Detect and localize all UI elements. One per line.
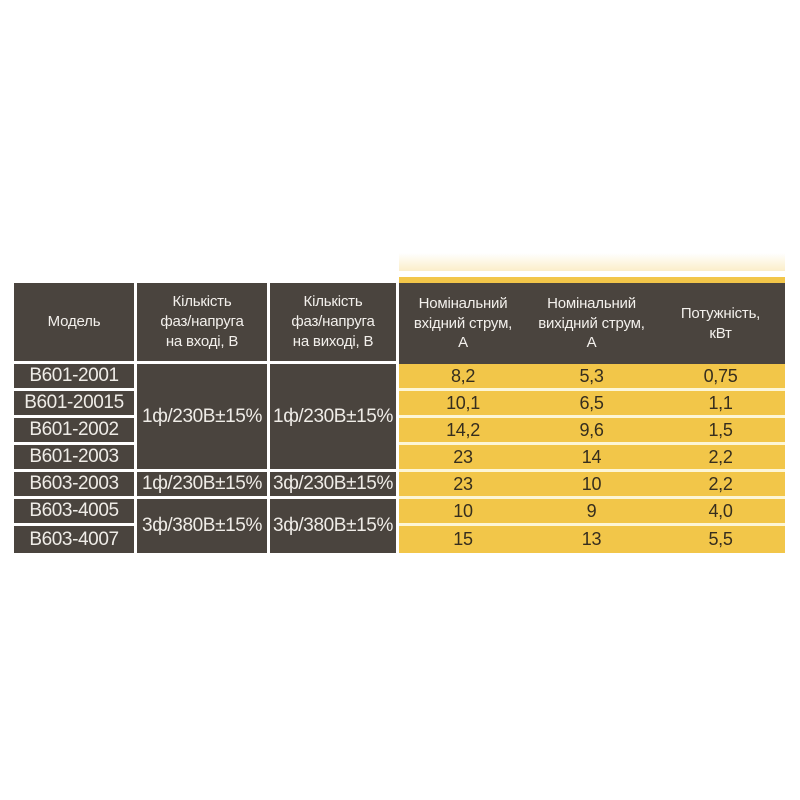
output-current-cell: 5,3 bbox=[527, 364, 656, 391]
output-current-cell: 9,6 bbox=[527, 418, 656, 445]
input-current-cell: 8,2 bbox=[399, 364, 527, 391]
col-header-input-current: Номінальний вхідний струм, А bbox=[399, 283, 527, 364]
phase-output-cell-group1: 1ф/230В±15% bbox=[270, 364, 399, 472]
table-row: B603-4005 3ф/380В±15% 3ф/380В±15% 10 9 4… bbox=[14, 499, 785, 553]
table-row: B601-2003 23 14 2,2 bbox=[14, 445, 785, 472]
power-cell: 4,0 bbox=[656, 499, 785, 526]
output-current-cell: 13 bbox=[527, 526, 656, 553]
model-cell: B603-2003 bbox=[14, 472, 137, 499]
table-row: B603-4007 15 13 5,5 bbox=[14, 526, 785, 553]
col-header-power: Потужність, кВт bbox=[656, 283, 785, 364]
phase-input-cell-group1: 1ф/230В±15% bbox=[137, 364, 270, 472]
phase-input-cell-group3: 3ф/380В±15% bbox=[137, 499, 270, 553]
phase-output-cell-row5: 3ф/230В±15% bbox=[270, 472, 399, 499]
input-current-cell: 10,1 bbox=[399, 391, 527, 418]
yellow-glow-decoration bbox=[399, 253, 785, 271]
output-current-cell: 9 bbox=[527, 499, 656, 526]
power-cell: 0,75 bbox=[656, 364, 785, 391]
model-cell: B601-2003 bbox=[14, 445, 137, 472]
input-current-cell: 23 bbox=[399, 445, 527, 472]
phase-output-cell-group3: 3ф/380В±15% bbox=[270, 499, 399, 553]
header-row: Модель Кількість фаз/напруга на вході, В… bbox=[14, 283, 785, 364]
col-header-phases-input: Кількість фаз/напруга на вході, В bbox=[137, 283, 270, 364]
model-cell: B601-2002 bbox=[14, 418, 137, 445]
model-cell: B601-2001 bbox=[14, 364, 137, 391]
model-cell: B601-20015 bbox=[14, 391, 137, 418]
input-current-cell: 15 bbox=[399, 526, 527, 553]
output-current-cell: 6,5 bbox=[527, 391, 656, 418]
input-current-cell: 23 bbox=[399, 472, 527, 499]
table-row: B601-2001 1ф/230В±15% 1ф/230В±15% 8,2 5,… bbox=[14, 364, 785, 472]
phase-input-cell-row5: 1ф/230В±15% bbox=[137, 472, 270, 499]
table-row: B601-2002 14,2 9,6 1,5 bbox=[14, 418, 785, 445]
power-cell: 2,2 bbox=[656, 472, 785, 499]
input-current-cell: 10 bbox=[399, 499, 527, 526]
col-header-model: Модель bbox=[14, 283, 137, 364]
power-cell: 1,1 bbox=[656, 391, 785, 418]
model-cell: B603-4005 bbox=[14, 499, 137, 526]
model-cell: B603-4007 bbox=[14, 526, 137, 553]
power-cell: 2,2 bbox=[656, 445, 785, 472]
power-cell: 5,5 bbox=[656, 526, 785, 553]
col-header-phases-output: Кількість фаз/напруга на виході, В bbox=[270, 283, 399, 364]
output-current-cell: 14 bbox=[527, 445, 656, 472]
spec-table-region: Модель Кількість фаз/напруга на вході, В… bbox=[14, 253, 785, 553]
input-current-cell: 14,2 bbox=[399, 418, 527, 445]
power-cell: 1,5 bbox=[656, 418, 785, 445]
output-current-cell: 10 bbox=[527, 472, 656, 499]
table-row: B601-20015 10,1 6,5 1,1 bbox=[14, 391, 785, 418]
spec-table: Модель Кількість фаз/напруга на вході, В… bbox=[14, 283, 785, 553]
col-header-output-current: Номінальний вихідний струм, А bbox=[527, 283, 656, 364]
table-row: B603-2003 1ф/230В±15% 3ф/230В±15% 23 10 … bbox=[14, 472, 785, 499]
